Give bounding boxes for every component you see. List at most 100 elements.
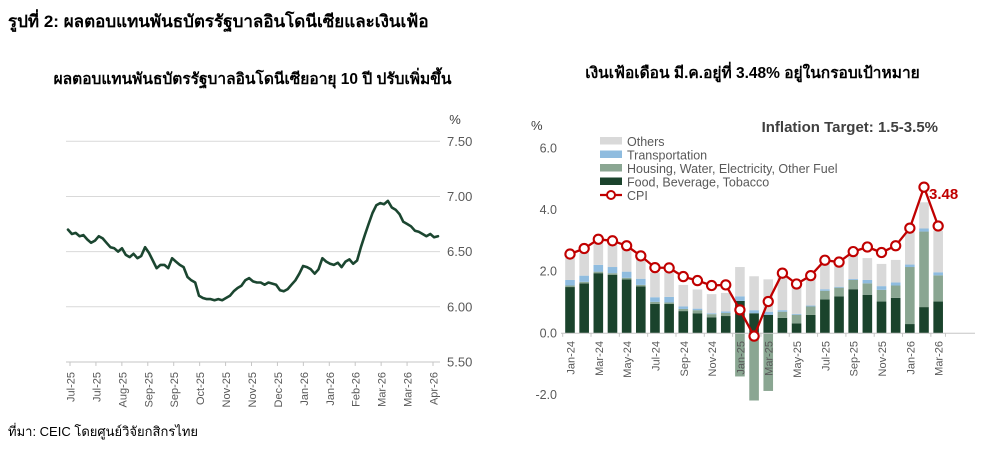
bar-segment xyxy=(777,276,788,311)
bar-segment xyxy=(650,304,660,334)
legend-label: CPI xyxy=(627,189,648,203)
bar-segment xyxy=(636,255,646,279)
cpi-marker xyxy=(663,262,675,274)
cpi-marker xyxy=(776,267,789,279)
svg-text:2.0: 2.0 xyxy=(540,265,557,279)
svg-text:Jul-25: Jul-25 xyxy=(91,372,103,402)
bar-segment xyxy=(890,282,901,286)
bar-segment xyxy=(593,241,604,265)
cpi-marker xyxy=(918,181,930,193)
bar-segment xyxy=(933,275,943,302)
svg-text:Jul-24: Jul-24 xyxy=(650,341,662,371)
cpi-marker xyxy=(720,279,732,291)
cpi-marker xyxy=(620,240,633,252)
bar-segment xyxy=(579,252,589,276)
bar-segment xyxy=(621,271,632,278)
cpi-marker xyxy=(790,278,803,290)
svg-text:Jan-26: Jan-26 xyxy=(325,372,337,406)
svg-text:Jan-26: Jan-26 xyxy=(905,341,917,375)
bar-segment xyxy=(791,313,802,315)
svg-text:6.0: 6.0 xyxy=(540,141,557,155)
bar-segment xyxy=(763,333,774,391)
bar-segment xyxy=(593,273,604,334)
bar-segment xyxy=(664,296,674,303)
cpi-marker xyxy=(564,248,576,260)
bar-segment xyxy=(621,279,632,334)
bar-segment xyxy=(636,278,646,285)
cpi-marker xyxy=(649,261,661,274)
figure-title: รูปที่ 2: ผลตอบแทนพันธบัตรรัฐบาลอินโดนีเ… xyxy=(8,12,429,31)
bar-segment xyxy=(876,263,887,287)
bond-yield-chart: % 7.50 7.00 6.50 6.00 5.50 Jul-25 Jul-25 Aug-25 S… xyxy=(66,112,473,407)
bar-segment xyxy=(735,296,745,301)
cpi-marker xyxy=(635,250,647,262)
legend-swatch xyxy=(600,150,622,158)
cpi-marker xyxy=(762,295,774,308)
svg-text:3.48: 3.48 xyxy=(929,186,958,203)
bar-segment xyxy=(565,287,575,334)
bar-segment xyxy=(862,294,873,334)
bar-segment xyxy=(777,310,788,312)
bar-segment xyxy=(735,267,745,297)
bar-segment xyxy=(720,292,731,312)
svg-text:7.00: 7.00 xyxy=(447,189,472,204)
bar-segment xyxy=(664,302,674,305)
svg-text:Jan-25: Jan-25 xyxy=(735,341,747,375)
svg-text:7.50: 7.50 xyxy=(447,134,472,149)
inflation-bars xyxy=(565,202,943,401)
bar-segment xyxy=(933,272,943,276)
cpi-marker xyxy=(578,242,590,255)
cpi-marker xyxy=(705,279,718,292)
bar-segment xyxy=(678,284,689,307)
bar-segment xyxy=(735,300,745,334)
bar-segment xyxy=(791,284,802,314)
bar-segment xyxy=(919,231,929,308)
bar-segment xyxy=(621,248,632,272)
cpi-marker xyxy=(677,270,689,283)
bar-segment xyxy=(706,317,717,334)
cpi-marker xyxy=(875,246,888,259)
svg-text:Nov-25: Nov-25 xyxy=(877,341,889,376)
svg-text:Nov-24: Nov-24 xyxy=(707,341,719,376)
bar-segment xyxy=(820,263,830,290)
bar-segment xyxy=(862,283,873,295)
legend-swatch xyxy=(600,137,622,145)
svg-text:Mar-26: Mar-26 xyxy=(403,372,415,407)
bar-segment xyxy=(692,308,703,311)
bar-segment xyxy=(720,312,731,317)
bar-segment xyxy=(763,279,774,312)
cpi-marker xyxy=(748,330,760,342)
svg-text:%: % xyxy=(449,112,461,127)
legend-label: Food, Beverage, Tobacco xyxy=(627,176,769,190)
svg-text:Sep-24: Sep-24 xyxy=(679,341,691,376)
bar-segment xyxy=(791,323,802,334)
svg-text:Apr-26: Apr-26 xyxy=(429,372,441,405)
bar-segment xyxy=(763,314,774,334)
bar-segment xyxy=(749,276,759,311)
svg-text:Jan-24: Jan-24 xyxy=(566,341,578,375)
svg-text:Mar-25: Mar-25 xyxy=(764,341,776,376)
bar-segment xyxy=(706,294,717,314)
inflation-y-axis-labels: % 6.0 4.0 2.0 0.0 -2.0 xyxy=(531,118,557,402)
bond-y-axis-labels: % 7.50 7.00 6.50 6.00 5.50 xyxy=(447,112,472,369)
bar-segment xyxy=(749,313,759,334)
svg-text:Jan-26: Jan-26 xyxy=(299,372,311,406)
bar-segment xyxy=(565,285,575,288)
bar-segment xyxy=(905,324,915,334)
bar-segment xyxy=(636,284,646,287)
bar-segment xyxy=(565,279,575,286)
bar-segment xyxy=(805,305,816,307)
legend-marker xyxy=(606,190,616,200)
bar-segment xyxy=(834,287,844,297)
bar-segment xyxy=(579,283,589,334)
bar-segment xyxy=(777,317,788,334)
bar-segment xyxy=(579,281,589,284)
bond-yield-line xyxy=(66,199,440,302)
bar-segment xyxy=(848,289,858,334)
cpi-marker xyxy=(691,274,704,287)
cpi-marker xyxy=(734,304,746,316)
bar-segment xyxy=(890,297,901,334)
legend-label: Transportation xyxy=(627,149,707,163)
svg-text:Feb-26: Feb-26 xyxy=(351,372,363,407)
svg-text:6.00: 6.00 xyxy=(447,299,472,314)
